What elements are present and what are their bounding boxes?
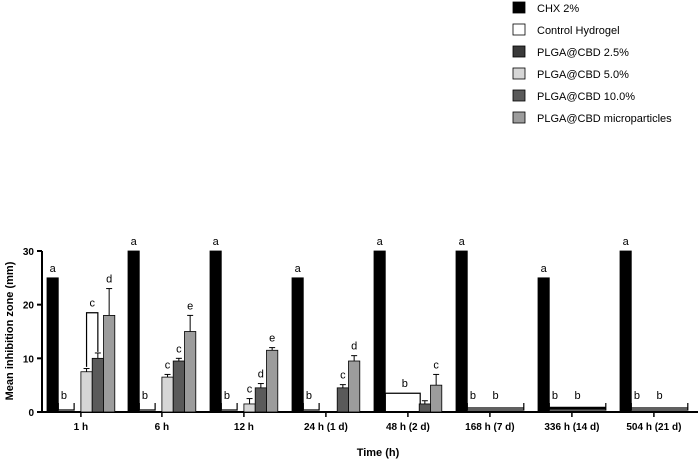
zero-bar-bracket — [57, 403, 75, 411]
legend-swatch — [512, 67, 526, 80]
bar — [336, 387, 349, 413]
significance-label: c — [340, 370, 346, 382]
bar — [430, 384, 443, 413]
significance-label: b — [224, 390, 230, 402]
bar — [373, 250, 386, 413]
y-axis-title: Mean inhibition zone (mm) — [4, 261, 16, 400]
x-tick-label: 336 h (14 d) — [544, 422, 599, 433]
bar — [537, 277, 550, 413]
legend-swatch — [512, 111, 526, 124]
bar — [184, 331, 197, 413]
x-axis-title: Time (h) — [357, 447, 400, 459]
significance-label: a — [50, 263, 57, 275]
bar — [619, 250, 632, 413]
significance-bracket-label: b — [574, 390, 580, 402]
bar — [127, 250, 140, 413]
legend: CHX 2% Control Hydrogel PLGA@CBD 2.5% PLGA@… — [512, 1, 672, 125]
significance-bracket-label: b — [492, 390, 498, 402]
significance-label: a — [295, 263, 302, 275]
legend-label: PLGA@CBD 5.0% — [537, 69, 629, 81]
significance-label: a — [459, 236, 466, 248]
y-tick-label: 10 — [23, 354, 35, 365]
bar — [291, 277, 304, 413]
bar — [172, 360, 185, 413]
significance-label: a — [131, 236, 138, 248]
significance-label: a — [541, 263, 548, 275]
legend-label: PLGA@CBD 10.0% — [537, 91, 635, 103]
x-tick-label: 168 h (7 d) — [465, 422, 514, 433]
bar — [209, 250, 222, 413]
significance-label: a — [377, 236, 384, 248]
significance-bracket — [384, 392, 421, 411]
x-tick-label: 504 h (21 d) — [626, 422, 681, 433]
significance-label: e — [269, 333, 275, 345]
legend-swatch — [512, 1, 526, 14]
legend-swatch — [512, 23, 526, 36]
significance-label: b — [634, 390, 640, 402]
y-tick-label: 0 — [28, 408, 34, 419]
significance-bracket-label: b — [656, 390, 662, 402]
significance-bracket — [548, 403, 607, 411]
zero-bar-bracket — [138, 403, 156, 411]
x-tick-label: 6 h — [155, 422, 169, 433]
bar — [46, 277, 59, 413]
significance-label: b — [306, 390, 312, 402]
legend-label: PLGA@CBD 2.5% — [537, 47, 629, 59]
x-tick-label: 48 h (2 d) — [386, 422, 430, 433]
significance-label: d — [106, 274, 112, 286]
x-tick-label: 24 h (1 d) — [304, 422, 348, 433]
y-tick-label: 30 — [23, 247, 35, 258]
significance-bracket-label: b — [402, 378, 408, 390]
zero-bar-bracket — [302, 403, 320, 411]
x-tick-label: 1 h — [74, 422, 88, 433]
bar — [254, 387, 267, 413]
plot-area: 0 10 20 30 1 h 6 h 12 h 24 h (1 d) 48 h (2 d) 168… — [23, 236, 698, 433]
bar — [161, 376, 174, 413]
significance-label: d — [351, 341, 357, 353]
significance-label: a — [213, 236, 220, 248]
significance-label: c — [247, 384, 253, 396]
significance-label: b — [552, 390, 558, 402]
significance-label: c — [165, 359, 171, 371]
bar — [103, 314, 116, 413]
significance-label: d — [258, 369, 264, 381]
bar — [91, 357, 104, 413]
legend-swatch — [512, 45, 526, 58]
bar — [455, 250, 468, 413]
bar — [243, 403, 256, 413]
significance-label: c — [176, 343, 182, 355]
bar — [266, 349, 279, 413]
zero-bar-bracket — [220, 403, 238, 411]
significance-label: a — [623, 236, 630, 248]
significance-label: c — [433, 359, 439, 371]
significance-label: b — [142, 390, 148, 402]
legend-swatch — [512, 89, 526, 102]
significance-bracket — [466, 403, 525, 411]
significance-bracket — [630, 403, 689, 411]
significance-bracket-label: c — [89, 298, 95, 310]
x-tick-label: 12 h — [234, 422, 254, 433]
bar — [348, 360, 361, 413]
significance-bracket — [85, 312, 99, 367]
bar — [80, 371, 93, 413]
significance-label: b — [61, 390, 67, 402]
legend-label: CHX 2% — [537, 3, 579, 15]
significance-label: e — [187, 300, 193, 312]
legend-label: PLGA@CBD microparticles — [537, 113, 672, 125]
significance-label: b — [470, 390, 476, 402]
legend-label: Control Hydrogel — [537, 25, 620, 37]
bar — [418, 403, 431, 413]
y-tick-label: 20 — [23, 301, 35, 312]
